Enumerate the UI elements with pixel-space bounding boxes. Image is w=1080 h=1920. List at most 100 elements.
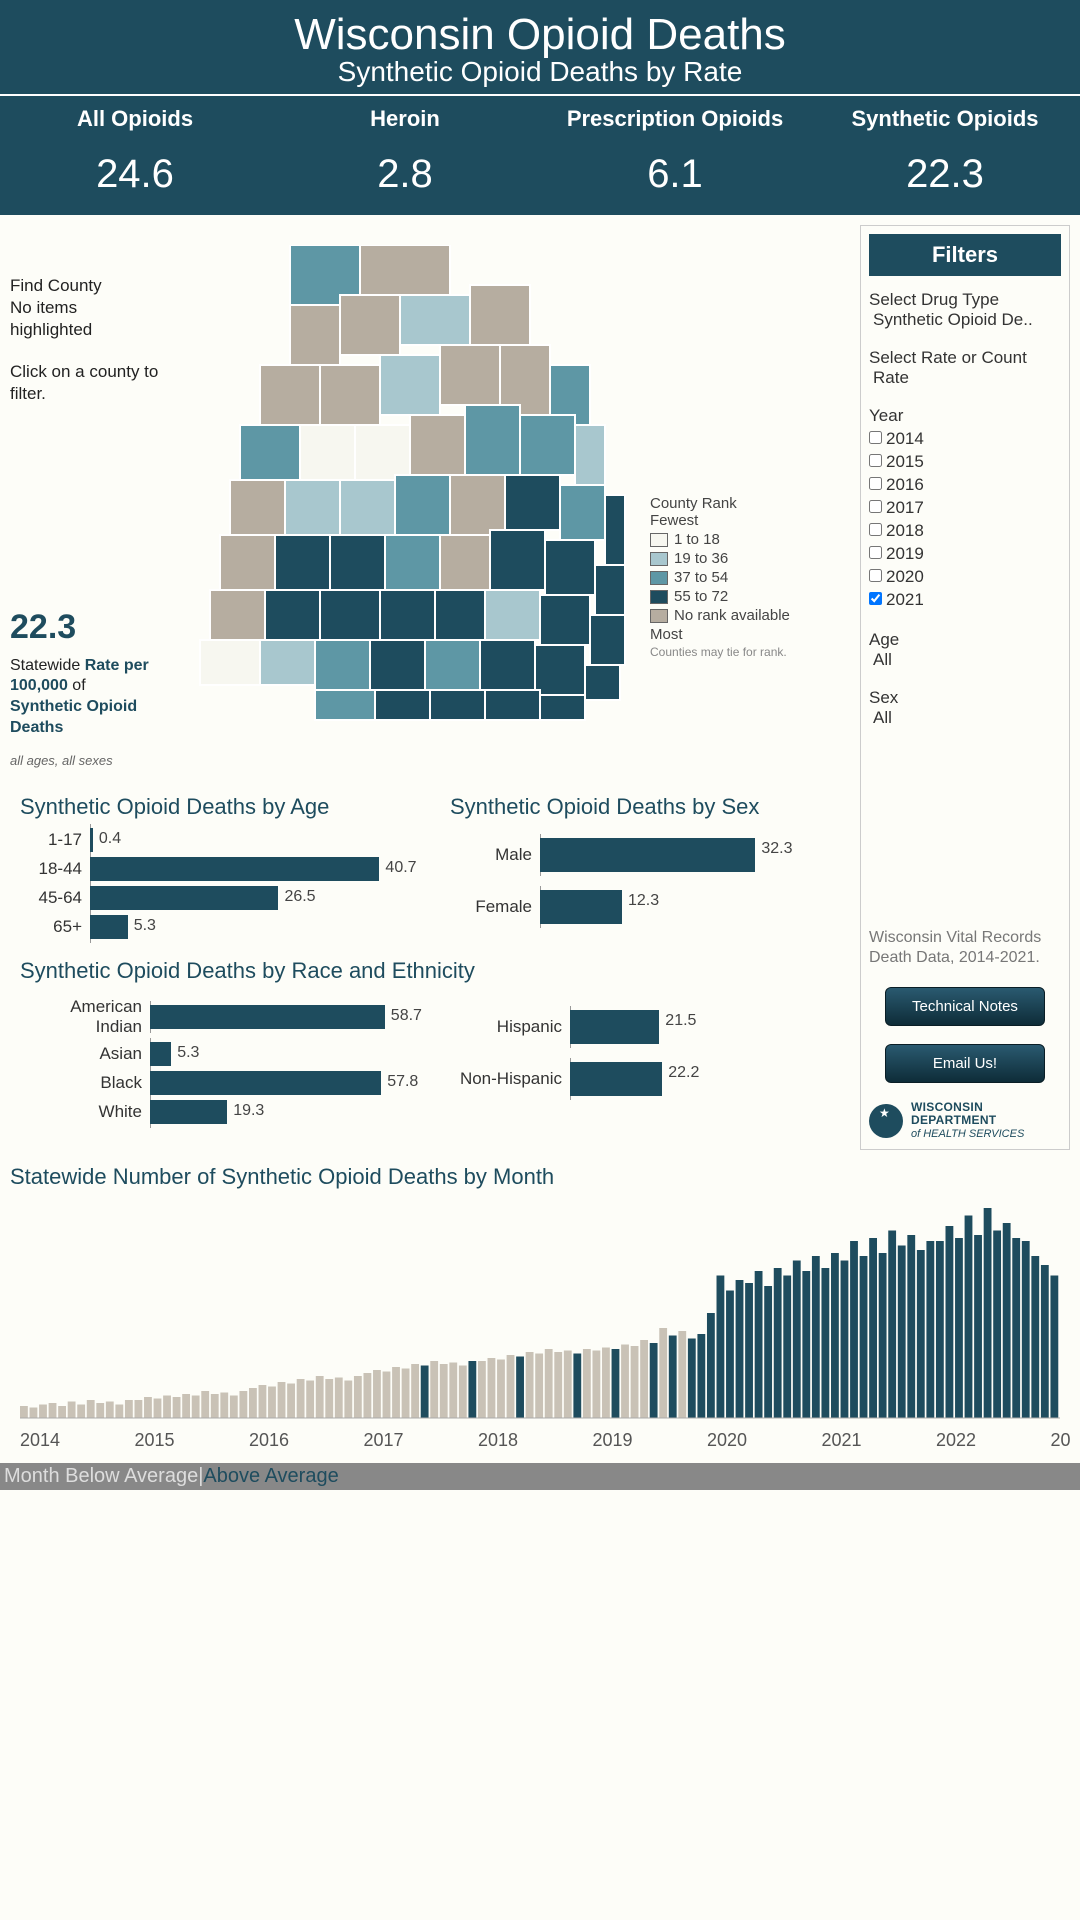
svg-text:2018: 2018 bbox=[478, 1430, 518, 1450]
year-option-2014[interactable]: 2014 bbox=[869, 428, 1061, 451]
wisconsin-map[interactable] bbox=[170, 245, 640, 770]
rate-count-select[interactable]: Rate bbox=[873, 368, 1061, 388]
email-us-button[interactable]: Email Us! bbox=[885, 1044, 1045, 1083]
county[interactable] bbox=[370, 640, 425, 690]
county[interactable] bbox=[315, 640, 370, 690]
month-bar bbox=[631, 1346, 639, 1418]
month-bar bbox=[335, 1377, 343, 1418]
month-bar bbox=[411, 1364, 419, 1418]
year-option-2021[interactable]: 2021 bbox=[869, 589, 1061, 612]
bar-row: 45-6426.5 bbox=[20, 886, 410, 910]
county[interactable] bbox=[300, 425, 355, 480]
legend-item: No rank available bbox=[650, 607, 850, 624]
bar-row: Asian5.3 bbox=[20, 1042, 410, 1066]
county[interactable] bbox=[485, 590, 540, 640]
county[interactable] bbox=[545, 540, 595, 595]
county[interactable] bbox=[400, 295, 470, 345]
county[interactable] bbox=[260, 640, 315, 685]
county[interactable] bbox=[260, 365, 320, 425]
county[interactable] bbox=[240, 425, 300, 480]
month-bar bbox=[306, 1380, 314, 1418]
county[interactable] bbox=[340, 295, 400, 355]
county[interactable] bbox=[340, 480, 395, 535]
month-bar bbox=[239, 1391, 247, 1418]
county[interactable] bbox=[440, 535, 490, 590]
county[interactable] bbox=[200, 640, 260, 685]
county[interactable] bbox=[540, 595, 590, 645]
county[interactable] bbox=[520, 415, 575, 475]
county[interactable] bbox=[320, 590, 380, 640]
month-bar bbox=[516, 1356, 524, 1418]
county[interactable] bbox=[230, 480, 285, 535]
month-bar bbox=[926, 1241, 934, 1418]
month-bar bbox=[1041, 1265, 1049, 1418]
county[interactable] bbox=[380, 590, 435, 640]
county[interactable] bbox=[425, 640, 480, 690]
month-bar bbox=[993, 1230, 1001, 1418]
county[interactable] bbox=[375, 690, 430, 720]
stat-prescription-opioids[interactable]: Prescription Opioids6.1 bbox=[540, 96, 810, 215]
stat-all-opioids[interactable]: All Opioids24.6 bbox=[0, 96, 270, 215]
county[interactable] bbox=[360, 245, 450, 295]
month-bar bbox=[955, 1238, 963, 1418]
county[interactable] bbox=[440, 345, 500, 405]
county[interactable] bbox=[595, 565, 625, 615]
county[interactable] bbox=[320, 365, 380, 425]
county[interactable] bbox=[210, 590, 265, 640]
stat-heroin[interactable]: Heroin2.8 bbox=[270, 96, 540, 215]
county[interactable] bbox=[430, 690, 485, 720]
county[interactable] bbox=[490, 530, 545, 590]
month-bar bbox=[488, 1358, 496, 1418]
drug-type-select[interactable]: Synthetic Opioid De.. bbox=[873, 310, 1061, 330]
dept-logo: WISCONSIN DEPARTMENT of HEALTH SERVICES bbox=[869, 1101, 1061, 1141]
year-option-2020[interactable]: 2020 bbox=[869, 566, 1061, 589]
race-chart-right: Hispanic21.5Non-Hispanic22.2 bbox=[450, 1010, 840, 1096]
county[interactable] bbox=[485, 690, 540, 720]
county[interactable] bbox=[220, 535, 275, 590]
legend-fewest: Fewest bbox=[650, 512, 850, 529]
age-filter-select[interactable]: All bbox=[873, 650, 1061, 670]
sex-filter-select[interactable]: All bbox=[873, 708, 1061, 728]
county[interactable] bbox=[535, 645, 585, 695]
age-chart-title: Synthetic Opioid Deaths by Age bbox=[20, 794, 410, 820]
month-bar bbox=[1022, 1241, 1030, 1418]
month-bar bbox=[764, 1286, 772, 1418]
county[interactable] bbox=[540, 695, 585, 720]
county[interactable] bbox=[275, 535, 330, 590]
county[interactable] bbox=[450, 475, 505, 535]
year-option-2019[interactable]: 2019 bbox=[869, 543, 1061, 566]
month-bar bbox=[841, 1260, 849, 1418]
below-average-label: Month Below Average bbox=[4, 1465, 198, 1487]
year-option-2015[interactable]: 2015 bbox=[869, 451, 1061, 474]
county[interactable] bbox=[265, 590, 320, 640]
county[interactable] bbox=[585, 665, 620, 700]
county[interactable] bbox=[285, 480, 340, 535]
dept-logo-icon bbox=[869, 1104, 903, 1138]
county[interactable] bbox=[575, 425, 605, 485]
county[interactable] bbox=[395, 475, 450, 535]
month-bar bbox=[297, 1379, 305, 1418]
county[interactable] bbox=[590, 615, 625, 665]
county[interactable] bbox=[435, 590, 485, 640]
county[interactable] bbox=[410, 415, 465, 475]
county[interactable] bbox=[560, 485, 605, 540]
drug-type-label: Select Drug Type bbox=[869, 290, 1061, 310]
stat-synthetic-opioids[interactable]: Synthetic Opioids22.3 bbox=[810, 96, 1080, 215]
county[interactable] bbox=[315, 690, 375, 720]
year-option-2018[interactable]: 2018 bbox=[869, 520, 1061, 543]
county[interactable] bbox=[380, 355, 440, 415]
technical-notes-button[interactable]: Technical Notes bbox=[885, 987, 1045, 1026]
county[interactable] bbox=[505, 475, 560, 530]
county[interactable] bbox=[605, 495, 625, 565]
county[interactable] bbox=[330, 535, 385, 590]
bar-row: Male32.3 bbox=[450, 838, 840, 872]
age-chart: 1-170.418-4440.745-6426.565+5.3 bbox=[20, 828, 410, 939]
year-option-2017[interactable]: 2017 bbox=[869, 497, 1061, 520]
year-option-2016[interactable]: 2016 bbox=[869, 474, 1061, 497]
county[interactable] bbox=[465, 405, 520, 475]
county[interactable] bbox=[290, 305, 340, 365]
county[interactable] bbox=[480, 640, 535, 690]
county[interactable] bbox=[470, 285, 530, 345]
county[interactable] bbox=[385, 535, 440, 590]
county[interactable] bbox=[355, 425, 410, 480]
